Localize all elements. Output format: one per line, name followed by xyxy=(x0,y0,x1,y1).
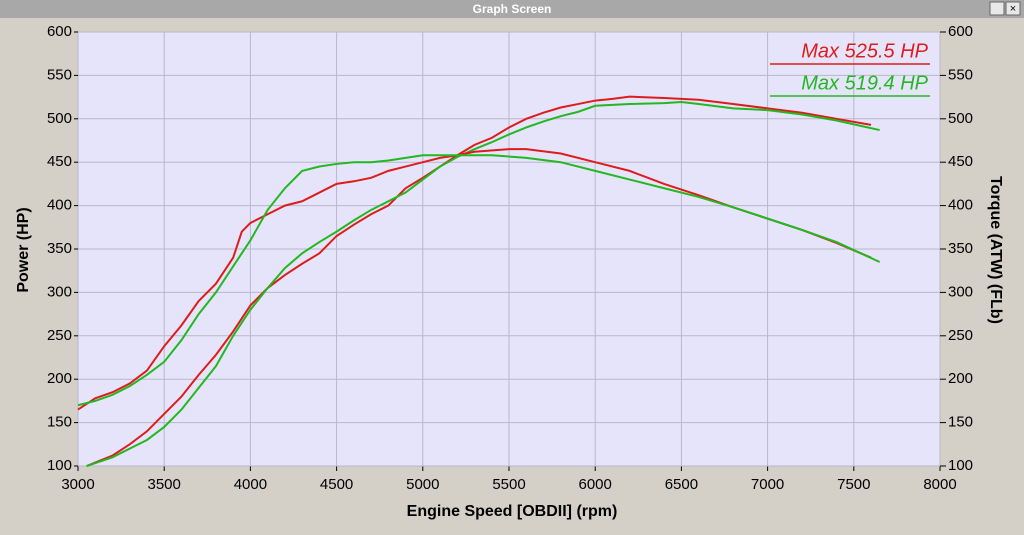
y2-axis-title: Torque (ATW) (FLb) xyxy=(987,176,1004,324)
y-tick-label: 400 xyxy=(47,197,72,214)
x-tick-label: 4500 xyxy=(320,476,353,493)
series-line xyxy=(77,148,872,411)
y2-tick-label: 350 xyxy=(948,240,973,257)
y-tick-label: 550 xyxy=(47,66,72,83)
y-tick-label: 450 xyxy=(47,153,72,170)
y2-tick-label: 550 xyxy=(948,66,973,83)
x-tick-label: 8000 xyxy=(923,476,956,493)
legend-entry: Max 525.5 HP xyxy=(801,40,928,62)
y-tick-label: 100 xyxy=(47,457,72,474)
window-title: Graph Screen xyxy=(473,2,552,16)
x-tick-label: 7000 xyxy=(751,476,784,493)
series-line xyxy=(77,154,881,407)
y2-tick-label: 600 xyxy=(948,23,973,40)
x-tick-label: 6500 xyxy=(665,476,698,493)
y-axis-title: Power (HP) xyxy=(15,207,32,292)
y-tick-label: 150 xyxy=(47,414,72,431)
x-tick-label: 3000 xyxy=(61,476,94,493)
y-tick-label: 250 xyxy=(47,327,72,344)
y2-tick-label: 250 xyxy=(948,327,973,344)
x-tick-label: 5000 xyxy=(406,476,439,493)
y-tick-label: 300 xyxy=(47,283,72,300)
x-tick-label: 6000 xyxy=(579,476,612,493)
series-line xyxy=(86,100,880,467)
x-axis-title: Engine Speed [OBDII] (rpm) xyxy=(407,503,618,520)
title-bar xyxy=(0,0,1024,18)
x-tick-label: 3500 xyxy=(148,476,181,493)
y2-tick-label: 500 xyxy=(948,110,973,127)
y2-tick-label: 300 xyxy=(948,283,973,300)
y-tick-label: 500 xyxy=(47,110,72,127)
restore-button[interactable] xyxy=(989,1,1005,16)
legend-entry: Max 519.4 HP xyxy=(801,72,928,94)
x-tick-label: 5500 xyxy=(492,476,525,493)
y2-tick-label: 450 xyxy=(948,153,973,170)
y2-tick-label: 100 xyxy=(948,457,973,474)
x-tick-label: 4000 xyxy=(234,476,267,493)
y2-tick-label: 400 xyxy=(948,197,973,214)
y-tick-label: 200 xyxy=(47,370,72,387)
series-line xyxy=(86,95,872,467)
close-button[interactable] xyxy=(1005,1,1021,16)
y2-tick-label: 200 xyxy=(948,370,973,387)
y2-tick-label: 150 xyxy=(948,414,973,431)
y-tick-label: 350 xyxy=(47,240,72,257)
close-icon: × xyxy=(1010,3,1016,15)
x-tick-label: 7500 xyxy=(837,476,870,493)
y-tick-label: 600 xyxy=(47,23,72,40)
